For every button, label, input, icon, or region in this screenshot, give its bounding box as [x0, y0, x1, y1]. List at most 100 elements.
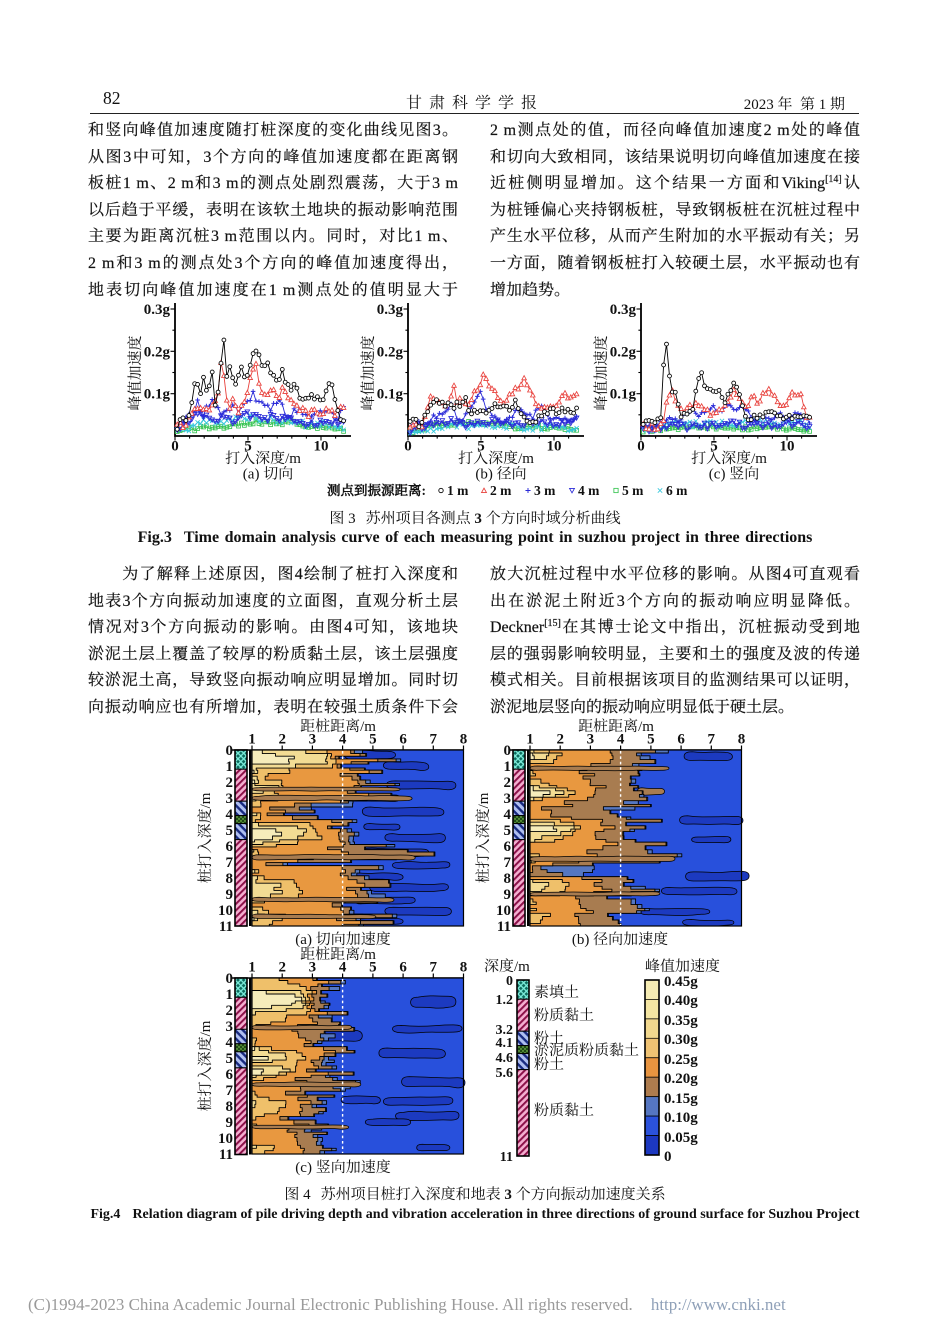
svg-text:7: 7	[226, 855, 234, 871]
svg-text:5.6: 5.6	[496, 1066, 514, 1081]
svg-text:距桩距离/m: 距桩距离/m	[300, 946, 376, 963]
svg-text:4.1: 4.1	[496, 1036, 514, 1051]
svg-text:0: 0	[226, 743, 234, 759]
svg-text:粉质黏土: 粉质黏土	[534, 1007, 594, 1024]
svg-text:7: 7	[708, 732, 716, 748]
svg-text:6: 6	[226, 1067, 234, 1083]
svg-text:9: 9	[226, 887, 234, 903]
svg-text:4.6: 4.6	[496, 1051, 514, 1066]
svg-text:10: 10	[780, 439, 795, 455]
svg-text:6: 6	[399, 960, 407, 976]
svg-text:5: 5	[504, 823, 512, 839]
svg-text:0.2g: 0.2g	[144, 344, 171, 360]
svg-text:(b) 径向加速度: (b) 径向加速度	[572, 931, 668, 948]
svg-text:5: 5	[226, 1051, 234, 1067]
svg-text:打入深度/m: 打入深度/m	[691, 450, 767, 467]
svg-text:(c) 竖向: (c) 竖向	[709, 466, 759, 483]
svg-text:2: 2	[278, 960, 286, 976]
svg-text:0.30g: 0.30g	[664, 1032, 698, 1048]
svg-text:0.25g: 0.25g	[664, 1052, 698, 1068]
svg-text:8: 8	[226, 1099, 234, 1115]
svg-text:0.2g: 0.2g	[377, 344, 404, 360]
svg-text:1.2: 1.2	[496, 993, 514, 1008]
svg-text:11: 11	[219, 1147, 233, 1163]
svg-text:0: 0	[226, 971, 234, 987]
svg-text:峰值加速度: 峰值加速度	[360, 335, 377, 410]
svg-text:5: 5	[710, 439, 718, 455]
svg-text:2 m: 2 m	[490, 483, 512, 498]
svg-text:5: 5	[369, 732, 377, 748]
svg-text:测点到振源距离:: 测点到振源距离:	[327, 483, 426, 498]
svg-text:0.35g: 0.35g	[664, 1013, 698, 1029]
svg-text:4 m: 4 m	[578, 483, 600, 498]
svg-text:(a) 切向加速度: (a) 切向加速度	[295, 931, 390, 948]
svg-text:0.20g: 0.20g	[664, 1071, 698, 1087]
svg-text:6 m: 6 m	[666, 483, 688, 498]
svg-text:8: 8	[460, 732, 468, 748]
svg-text:10: 10	[218, 1131, 233, 1147]
svg-text:2: 2	[226, 1003, 234, 1019]
svg-text:0.05g: 0.05g	[664, 1130, 698, 1146]
svg-text:5: 5	[369, 960, 377, 976]
svg-text:打入深度/m: 打入深度/m	[225, 450, 301, 467]
svg-text:8: 8	[504, 871, 512, 887]
svg-text:0: 0	[664, 1149, 672, 1165]
svg-text:0: 0	[404, 439, 412, 455]
svg-text:3: 3	[504, 791, 512, 807]
svg-text:距桩距离/m: 距桩距离/m	[578, 718, 654, 735]
svg-text:2: 2	[226, 775, 234, 791]
svg-text:5: 5	[477, 439, 485, 455]
svg-text:峰值加速度: 峰值加速度	[593, 335, 610, 410]
svg-text:0.2g: 0.2g	[610, 344, 637, 360]
svg-text:10: 10	[218, 903, 233, 919]
svg-text:1: 1	[504, 759, 512, 775]
svg-text:8: 8	[460, 960, 468, 976]
svg-text:11: 11	[500, 1150, 513, 1165]
svg-text:6: 6	[677, 732, 685, 748]
svg-text:5 m: 5 m	[622, 483, 644, 498]
svg-text:4: 4	[226, 1035, 234, 1051]
svg-text:6: 6	[226, 839, 234, 855]
svg-text:2: 2	[556, 732, 564, 748]
svg-text:10: 10	[547, 439, 562, 455]
svg-text:(c) 竖向加速度: (c) 竖向加速度	[295, 1159, 390, 1176]
svg-text:峰值加速度: 峰值加速度	[645, 958, 720, 975]
svg-text:桩打入深度/m: 桩打入深度/m	[197, 792, 214, 883]
svg-text:4: 4	[339, 960, 347, 976]
svg-text:3: 3	[587, 732, 595, 748]
svg-text:8: 8	[738, 732, 746, 748]
svg-text:5: 5	[244, 439, 252, 455]
svg-text:9: 9	[226, 1115, 234, 1131]
svg-text:2: 2	[278, 732, 286, 748]
svg-text:1 m: 1 m	[447, 483, 469, 498]
svg-text:0: 0	[171, 439, 179, 455]
svg-text:1: 1	[248, 732, 256, 748]
svg-text:11: 11	[497, 919, 511, 935]
svg-text:0.15g: 0.15g	[664, 1091, 698, 1107]
svg-text:0.40g: 0.40g	[664, 993, 698, 1009]
svg-text:0.45g: 0.45g	[664, 974, 698, 990]
svg-text:6: 6	[399, 732, 407, 748]
svg-text:桩打入深度/m: 桩打入深度/m	[475, 792, 492, 883]
svg-text:峰值加速度: 峰值加速度	[127, 335, 144, 410]
svg-text:素填土: 素填土	[534, 984, 579, 1001]
svg-text:4: 4	[504, 807, 512, 823]
svg-text:0.3g: 0.3g	[610, 302, 637, 318]
svg-text:3.2: 3.2	[496, 1023, 514, 1038]
svg-text:距桩距离/m: 距桩距离/m	[300, 718, 376, 735]
svg-text:4: 4	[226, 807, 234, 823]
svg-text:0.3g: 0.3g	[144, 302, 171, 318]
svg-text:3: 3	[309, 960, 317, 976]
svg-text:0.1g: 0.1g	[377, 387, 404, 403]
svg-text:桩打入深度/m: 桩打入深度/m	[197, 1020, 214, 1111]
svg-text:3 m: 3 m	[534, 483, 556, 498]
svg-text:(a) 切向: (a) 切向	[243, 466, 293, 483]
svg-text:粉质黏土: 粉质黏土	[534, 1102, 594, 1119]
svg-text:1: 1	[248, 960, 256, 976]
svg-text:粉土: 粉土	[534, 1056, 564, 1073]
svg-text:8: 8	[226, 871, 234, 887]
svg-text:7: 7	[430, 732, 438, 748]
svg-text:5: 5	[226, 823, 234, 839]
svg-text:0: 0	[637, 439, 645, 455]
svg-text:10: 10	[496, 903, 511, 919]
